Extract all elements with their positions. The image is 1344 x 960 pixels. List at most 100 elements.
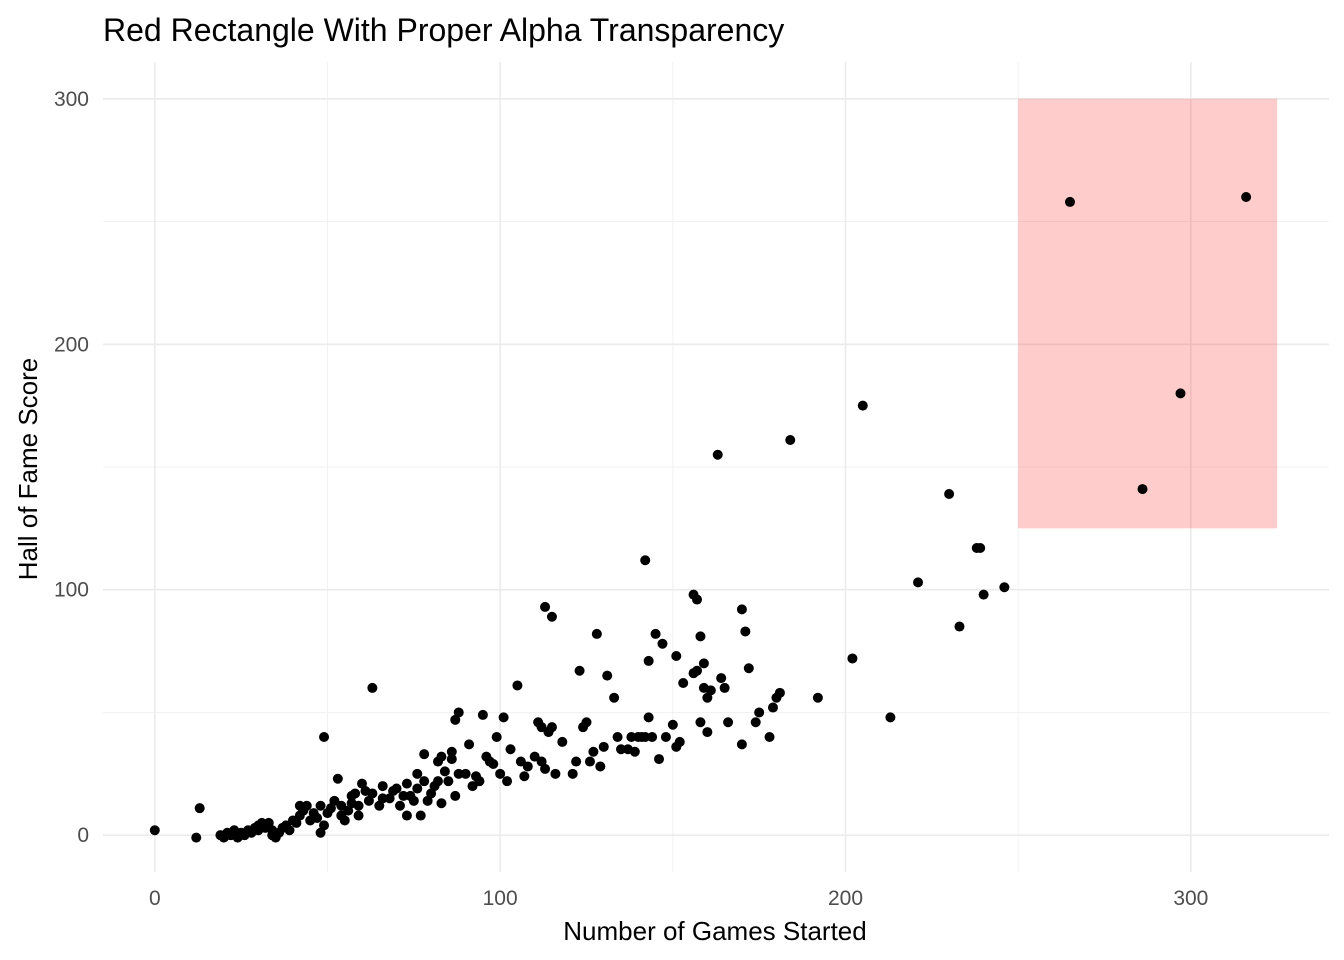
data-point — [367, 788, 378, 799]
data-point — [581, 717, 592, 728]
data-point — [312, 813, 323, 823]
data-point — [695, 717, 706, 728]
data-point — [353, 800, 364, 811]
data-point — [671, 651, 682, 661]
data-point — [191, 832, 202, 843]
data-point — [588, 746, 599, 757]
data-point — [736, 604, 747, 615]
data-point — [491, 732, 502, 742]
data-point — [350, 788, 361, 799]
data-point — [847, 653, 858, 664]
data-point — [913, 577, 924, 588]
data-point — [401, 810, 412, 821]
data-point — [453, 707, 464, 718]
data-point — [695, 631, 706, 642]
data-point — [315, 800, 326, 811]
data-point — [446, 746, 457, 757]
data-point — [529, 751, 540, 762]
data-point — [550, 768, 561, 779]
data-point — [999, 582, 1010, 593]
data-point — [408, 795, 419, 806]
data-point — [488, 759, 499, 769]
data-point — [978, 589, 989, 600]
data-point — [377, 793, 388, 804]
data-point — [705, 685, 716, 696]
data-point — [750, 717, 761, 728]
x-tick-label: 0 — [149, 887, 161, 910]
data-point — [536, 722, 547, 733]
data-point — [419, 776, 430, 787]
data-point — [660, 732, 671, 742]
data-point — [505, 744, 516, 755]
annotation-layer — [1018, 98, 1278, 529]
data-point — [612, 732, 623, 742]
data-point — [736, 739, 747, 750]
data-point — [557, 736, 568, 747]
data-point — [377, 781, 388, 792]
data-point — [764, 732, 775, 742]
data-point — [812, 692, 823, 703]
data-point — [495, 768, 506, 779]
y-axis-ticks: 0 100 200 300 — [54, 88, 89, 847]
data-point — [502, 776, 513, 787]
points-layer — [149, 192, 1252, 843]
data-point — [598, 741, 609, 752]
data-point — [857, 400, 868, 411]
data-point — [339, 815, 350, 826]
data-point — [692, 594, 703, 605]
data-point — [712, 449, 723, 460]
data-point — [353, 810, 364, 821]
data-point — [1241, 192, 1252, 202]
data-point — [412, 768, 423, 779]
y-tick-label: 100 — [54, 579, 89, 602]
data-point — [546, 611, 557, 622]
minor-gridlines — [103, 62, 1329, 872]
data-point — [595, 761, 606, 772]
data-point — [944, 489, 955, 499]
data-point — [391, 783, 402, 794]
data-point — [412, 783, 423, 794]
data-point — [519, 771, 530, 782]
data-point — [367, 682, 378, 693]
data-point — [702, 727, 713, 738]
x-axis-title: Number of Games Started — [563, 916, 866, 946]
data-point — [439, 766, 450, 777]
data-point — [754, 707, 765, 718]
data-point — [767, 702, 778, 713]
data-point — [432, 776, 443, 787]
data-point — [395, 800, 406, 811]
data-point — [674, 736, 685, 747]
x-axis-ticks: 0 100 200 300 — [149, 887, 1208, 910]
data-point — [975, 543, 986, 553]
data-point — [643, 655, 654, 666]
data-point — [319, 820, 330, 831]
data-point — [419, 749, 430, 760]
data-point — [657, 638, 668, 649]
y-axis-title: Hall of Fame Score — [13, 358, 43, 581]
data-point — [301, 800, 312, 811]
data-point — [785, 435, 796, 445]
data-point — [567, 768, 578, 779]
data-point — [591, 628, 602, 639]
data-point — [194, 803, 205, 814]
data-point — [716, 673, 727, 684]
data-point — [546, 722, 557, 733]
data-point — [584, 756, 595, 767]
data-point — [698, 658, 709, 669]
data-point — [336, 800, 347, 811]
data-point — [1064, 196, 1075, 207]
data-point — [474, 776, 485, 787]
data-point — [574, 665, 585, 676]
data-point — [319, 732, 330, 742]
data-point — [415, 810, 426, 821]
data-point — [740, 626, 751, 637]
highlight-rectangle — [1018, 98, 1278, 529]
x-tick-label: 300 — [1173, 887, 1208, 910]
data-point — [446, 754, 457, 765]
data-point — [512, 680, 523, 691]
data-point — [436, 798, 447, 809]
data-point — [329, 795, 340, 806]
data-point — [954, 621, 965, 632]
data-point — [692, 665, 703, 676]
